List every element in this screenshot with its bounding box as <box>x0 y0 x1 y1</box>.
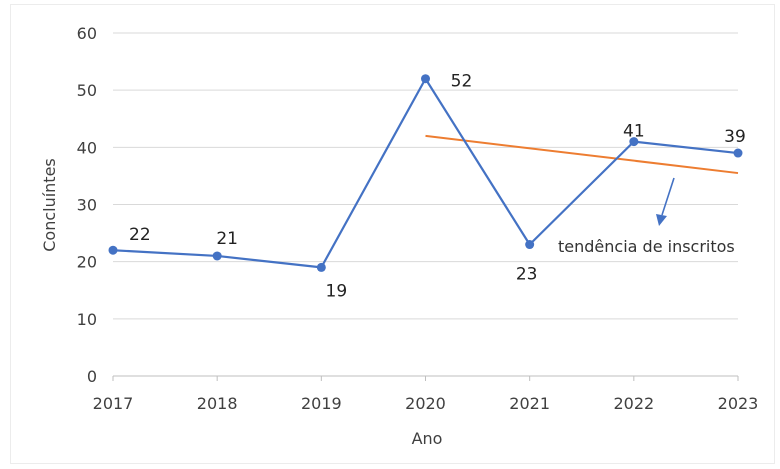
data-point <box>212 251 222 261</box>
y-tick-labels: 0 10 20 30 40 50 60 <box>77 24 97 386</box>
data-point <box>108 245 118 255</box>
y-tick-label: 10 <box>77 310 97 329</box>
data-label: 39 <box>724 127 746 147</box>
data-label: 41 <box>623 122 645 142</box>
arrow-shaft <box>661 177 675 216</box>
x-tick-label: 2022 <box>613 394 654 413</box>
x-tick-label: 2023 <box>718 394 759 413</box>
y-tick-label: 40 <box>77 138 97 157</box>
y-tick-label: 30 <box>77 196 97 215</box>
chart-frame <box>10 4 775 464</box>
trendline <box>425 134 739 175</box>
y-tick-label: 50 <box>77 81 97 100</box>
data-label: 19 <box>326 281 348 301</box>
annotation-arrow <box>656 177 675 226</box>
annotation-text: tendência de inscritos <box>558 237 735 256</box>
data-label: 21 <box>216 229 238 249</box>
gridlines <box>112 32 739 381</box>
data-label: 52 <box>451 72 473 92</box>
x-axis-title: Ano <box>412 429 443 448</box>
arrow-head <box>656 214 667 226</box>
x-tick-label: 2021 <box>509 394 550 413</box>
data-labels-group: 22 21 19 52 23 41 39 <box>129 72 746 302</box>
data-point <box>525 240 535 250</box>
series-group <box>108 74 743 272</box>
x-tick-labels: 2017 2018 2019 2020 2021 2022 2023 <box>93 394 759 413</box>
y-tick-label: 20 <box>77 253 97 272</box>
data-label: 22 <box>129 225 151 245</box>
y-axis-title: Concluíntes <box>40 158 59 252</box>
x-tick-label: 2019 <box>301 394 342 413</box>
x-tick-label: 2017 <box>93 394 134 413</box>
trendline-group <box>425 134 739 175</box>
data-point <box>421 74 430 84</box>
x-tick-label: 2018 <box>197 394 238 413</box>
y-tick-label: 0 <box>87 367 97 386</box>
y-tick-label: 60 <box>77 24 97 43</box>
data-point <box>316 262 326 272</box>
data-point <box>629 137 639 147</box>
data-label: 23 <box>516 265 538 285</box>
x-tick-label: 2020 <box>405 394 446 413</box>
data-point <box>733 148 743 158</box>
